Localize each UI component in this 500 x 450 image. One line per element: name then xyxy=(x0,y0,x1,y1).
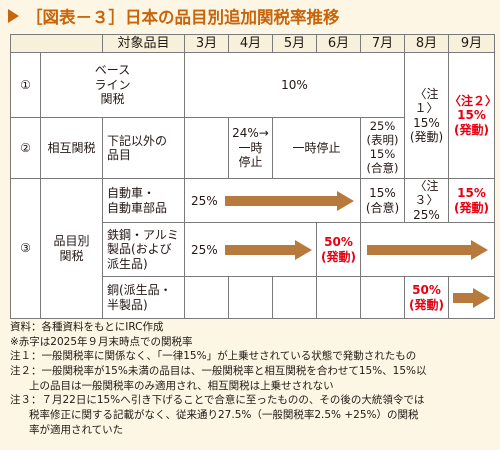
row1-sep-note-label: 〈注２〉 xyxy=(449,93,498,108)
auto-sep-status: (発動) xyxy=(454,200,489,215)
copper-sep-cell xyxy=(448,276,495,320)
auto-aug-note3: 〈注３〉 25% xyxy=(404,177,449,224)
note-3-line-3: 率が適用されていた xyxy=(29,423,124,436)
tariff-table: 対象品目 3月 4月 5月 6月 7月 8月 9月 ① ベース ライン 関税 1… xyxy=(10,34,497,320)
copper-jul-empty xyxy=(360,276,405,320)
title-marker-icon xyxy=(8,9,19,23)
header-month-6: 6月 xyxy=(316,34,361,53)
row-copper: 銅(派生品・ 半製品) 50% (発動) xyxy=(11,276,495,320)
copper-arrow-icon xyxy=(453,287,490,308)
row2-number: ② xyxy=(10,117,41,179)
steel-mar-rate: 25% xyxy=(191,242,218,257)
row2-may-jun: 一時停止 xyxy=(272,117,361,179)
notes-section: 資料：各種資料をもとにIRC作成 ※赤字は2025年９月末時点での関税率 注１：… xyxy=(10,320,494,438)
row-steel: 鉄鋼・アルミ 製品(および 派生品) 25% 50% (発動) xyxy=(11,222,495,278)
auto-sep-rate: 15% xyxy=(457,186,486,201)
row2-label: 相互関税 xyxy=(40,117,103,179)
copper-mar-empty xyxy=(184,276,229,320)
steel-item: 鉄鋼・アルミ 製品(および 派生品) xyxy=(102,222,185,278)
copper-item: 銅(派生品・ 半製品) xyxy=(102,276,185,320)
note-3-line-1: 注３：７月22日に15%へ引き下げることで合意に至ったものの、その後の大統領令で… xyxy=(10,394,425,407)
header-row: 対象品目 3月 4月 5月 6月 7月 8月 9月 xyxy=(10,34,495,53)
header-item: 対象品目 xyxy=(102,34,185,53)
auto-jul: 15% (合意) xyxy=(360,177,405,224)
header-month-4: 4月 xyxy=(228,34,273,53)
note-2-line-1: 注２：一般関税率が15%未満の品目は、一般関税率と相互関税を合わせて15%、15… xyxy=(10,365,427,378)
row2-apr: 24%→ 一時 停止 xyxy=(228,117,273,179)
copper-jun-empty xyxy=(316,276,361,320)
row2-jul: 25% (表明) 15% (合意) xyxy=(360,117,405,179)
auto-item: 自動車・ 自動車部品 xyxy=(102,177,185,224)
row1-sep-rate: 15% xyxy=(457,108,486,123)
row-auto: ③ 品目別 関税 自動車・ 自動車部品 25% 15% (合意) 〈注３〉 25… xyxy=(10,177,495,320)
red-text-note: ※赤字は2025年９月末時点での関税率 xyxy=(10,335,193,348)
page-title: ［図表－３］日本の品目別追加関税率推移 xyxy=(8,4,340,28)
note-3-line-2: 税率修正に関する記載がなく、従来通り27.5%（一般関税率2.5% +25%）の… xyxy=(29,409,419,422)
source-note: 資料：各種資料をもとにIRC作成 xyxy=(10,321,164,333)
auto-mar-rate: 25% xyxy=(191,193,218,208)
row-baseline: ① ベース ライン 関税 10% 〈注１〉 15% (発動) 〈注２〉 15% … xyxy=(10,52,497,179)
steel-jun-cell: 50% (発動) xyxy=(316,222,361,278)
header-month-9: 9月 xyxy=(448,34,495,53)
copper-may-empty xyxy=(272,276,317,320)
row3-label: 品目別 関税 xyxy=(40,177,103,320)
header-blank xyxy=(10,34,103,53)
row-reciprocal: ② 相互関税 下記以外の 品目 24%→ 一時 停止 一時停止 25% (表明)… xyxy=(10,117,495,179)
copper-aug-rate: 50% xyxy=(412,283,441,298)
row1-sep-cell: 〈注２〉 15% (発動) xyxy=(448,52,498,179)
header-month-7: 7月 xyxy=(360,34,405,53)
copper-apr-empty xyxy=(228,276,273,320)
header-month-8: 8月 xyxy=(404,34,449,53)
steel-arrow-1-icon xyxy=(225,239,312,260)
row1-aug-note1: 〈注１〉 15% (発動) xyxy=(404,52,449,179)
row3-number: ③ xyxy=(10,177,41,320)
copper-aug-cell: 50% (発動) xyxy=(404,276,449,320)
row1-rate: 10% xyxy=(184,52,405,118)
title-text: ［図表－３］日本の品目別追加関税率推移 xyxy=(26,8,340,27)
row1-label: ベース ライン 関税 xyxy=(40,52,185,118)
steel-arrow-2-icon xyxy=(367,239,488,260)
steel-jun-status: (発動) xyxy=(321,249,356,264)
row2-mar-empty xyxy=(184,117,229,179)
steel-mar-may-cell: 25% xyxy=(184,222,317,278)
row1-sep-status: (発動) xyxy=(454,122,489,137)
header-month-5: 5月 xyxy=(272,34,317,53)
steel-jun-rate: 50% xyxy=(324,235,353,250)
auto-arrow-icon xyxy=(225,190,354,211)
auto-mar-jun-cell: 25% xyxy=(184,177,361,224)
row2-item: 下記以外の 品目 xyxy=(102,117,185,179)
note-1: 注１：一般関税率に関係なく、「一律15%」が上乗せされている状態で発動されたもの xyxy=(10,350,417,363)
header-month-3: 3月 xyxy=(184,34,229,53)
copper-aug-status: (発動) xyxy=(409,297,444,312)
steel-jul-sep-cell xyxy=(360,222,495,278)
auto-sep-cell: 15% (発動) xyxy=(448,177,495,224)
note-2-line-2: 上の品目は一般関税率のみ適用され、相互関税は上乗せされない xyxy=(29,379,334,392)
row1-number: ① xyxy=(10,52,41,118)
